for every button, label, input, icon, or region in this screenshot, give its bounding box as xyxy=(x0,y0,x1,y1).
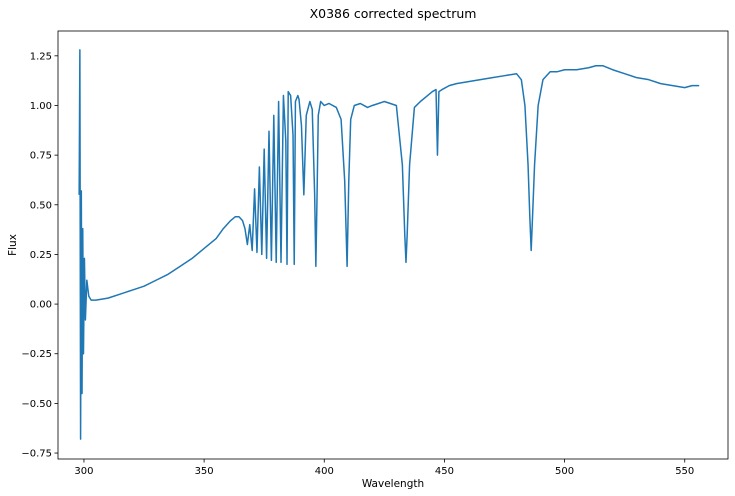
chart-title: X0386 corrected spectrum xyxy=(310,6,477,21)
plot-frame xyxy=(57,30,729,460)
x-axis: 300 350 400 450 500 550 xyxy=(74,459,694,477)
x-tick-label: 500 xyxy=(555,466,574,477)
y-tick-label: −0.75 xyxy=(21,449,52,460)
y-tick-label: 0.50 xyxy=(30,200,52,211)
y-tick-label: 0.25 xyxy=(30,250,52,261)
x-tick-label: 400 xyxy=(315,466,334,477)
plot-area xyxy=(78,49,700,440)
y-axis: −0.75 −0.50 −0.25 0.00 0.25 0.50 0.75 1.00 1.25 xyxy=(21,51,58,460)
x-tick-label: 550 xyxy=(675,466,694,477)
spectrum-line-0 xyxy=(78,49,700,440)
y-tick-label: 0.00 xyxy=(30,300,52,311)
y-tick-label: −0.50 xyxy=(21,399,52,410)
x-axis-label: Wavelength xyxy=(362,478,424,490)
y-tick-label: 1.25 xyxy=(30,51,52,62)
y-tick-label: −0.25 xyxy=(21,349,52,360)
x-tick-label: 350 xyxy=(195,466,214,477)
y-tick-label: 0.75 xyxy=(30,151,52,162)
x-tick-label: 300 xyxy=(74,466,93,477)
y-tick-label: 1.00 xyxy=(30,101,52,112)
x-tick-label: 450 xyxy=(435,466,454,477)
y-axis-label: Flux xyxy=(7,234,19,256)
